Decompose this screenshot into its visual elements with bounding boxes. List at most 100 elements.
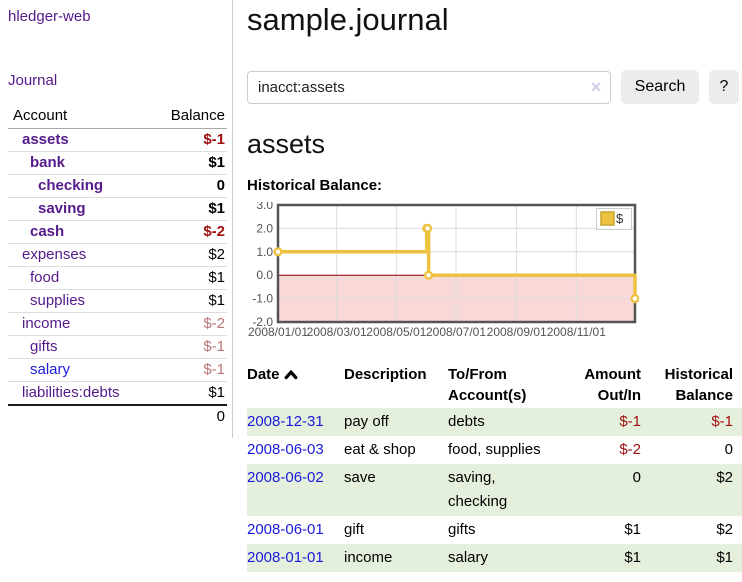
transaction-accounts: debts xyxy=(448,413,485,430)
sidebar-account-link[interactable]: assets xyxy=(22,131,69,148)
sidebar-account-link[interactable]: cash xyxy=(30,223,65,240)
transaction-description: pay off xyxy=(344,413,389,430)
transaction-amount: 0 xyxy=(632,469,641,486)
transaction-amount: $-1 xyxy=(619,413,641,430)
transaction-date-link[interactable]: 2008-06-01 xyxy=(247,521,324,538)
register-row: 2008-01-01 income salary $1 $1 xyxy=(247,544,742,572)
chart-point xyxy=(423,223,433,234)
transaction-balance: $1 xyxy=(716,549,733,566)
register-row: 2008-06-02 save saving, checking 0 $2 xyxy=(247,464,742,516)
amount-column-header: Amount Out/In xyxy=(584,366,641,404)
transaction-description: save xyxy=(344,469,376,486)
transaction-amount: $-2 xyxy=(619,441,641,458)
balance-column-header: Balance xyxy=(153,105,227,129)
sidebar-account-balance: $1 xyxy=(153,197,227,221)
sidebar-account-row: income $-2 xyxy=(8,312,227,336)
sidebar: hledger-web Journal Account Balance asse… xyxy=(0,0,233,438)
sidebar-account-link[interactable]: income xyxy=(22,315,71,332)
sidebar-account-row: assets $-1 xyxy=(8,128,227,152)
chart-point xyxy=(424,270,434,280)
sidebar-account-link[interactable]: expenses xyxy=(22,246,87,263)
chart-border xyxy=(276,203,637,324)
sidebar-account-balance: $1 xyxy=(153,289,227,313)
sidebar-account-balance: $2 xyxy=(153,243,227,267)
transaction-amount: $1 xyxy=(624,549,641,566)
y-tick-label: 0.0 xyxy=(256,268,273,282)
sidebar-account-link[interactable]: saving xyxy=(38,200,86,217)
transaction-balance: $2 xyxy=(716,469,733,486)
transaction-description: gift xyxy=(344,521,365,538)
chart-point xyxy=(630,294,639,304)
legend-swatch xyxy=(600,211,615,226)
transaction-balance: 0 xyxy=(724,441,733,458)
account-column-header: Account xyxy=(8,105,154,129)
sidebar-total-balance: 0 xyxy=(153,404,227,428)
sidebar-account-row: food $1 xyxy=(8,266,227,290)
account-heading: assets xyxy=(247,129,326,159)
sort-ascending-icon xyxy=(284,365,298,386)
y-tick-label: 3.0 xyxy=(256,202,273,212)
x-tick-label: 2008/07/01 xyxy=(426,325,486,339)
transaction-date-link[interactable]: 2008-12-31 xyxy=(247,413,324,430)
y-tick-label: 2.0 xyxy=(256,221,273,235)
transaction-description: income xyxy=(344,549,393,566)
sidebar-account-row: saving $1 xyxy=(8,197,227,221)
register-row: 2008-12-31 pay off debts $-1 $-1 xyxy=(247,408,742,436)
transaction-amount: $1 xyxy=(624,521,641,538)
clear-search-icon[interactable]: ✕ xyxy=(590,78,602,95)
search-input[interactable] xyxy=(247,70,611,104)
chart-point xyxy=(273,247,283,257)
y-tick-label: -2.0 xyxy=(252,315,273,329)
app-brand-link[interactable]: hledger-web xyxy=(8,8,91,25)
sidebar-account-row: expenses $2 xyxy=(8,243,227,267)
sidebar-account-link[interactable]: liabilities:debts xyxy=(22,384,120,401)
historical-balance-chart: $3.0 2.0 1.0 0.0 -1.0 -2.02008/01/012008/03/0… xyxy=(248,202,639,339)
sidebar-total-row: 0 xyxy=(8,404,227,428)
date-column-header[interactable]: Date xyxy=(247,362,344,408)
legend-label: $ xyxy=(616,211,624,226)
transaction-date-link[interactable]: 2008-06-02 xyxy=(247,469,324,486)
sidebar-account-link[interactable]: supplies xyxy=(30,292,86,309)
sidebar-account-row: salary $-1 xyxy=(8,358,227,382)
transaction-accounts: salary xyxy=(448,549,489,566)
transaction-date-link[interactable]: 2008-01-01 xyxy=(247,549,324,566)
search-button[interactable]: Search xyxy=(621,70,699,104)
sidebar-account-row: gifts $-1 xyxy=(8,335,227,359)
page-title: sample.journal xyxy=(247,2,449,37)
sidebar-account-link[interactable]: gifts xyxy=(30,338,58,355)
chart-label: Historical Balance: xyxy=(247,177,383,194)
sidebar-account-link[interactable]: bank xyxy=(30,154,66,171)
sidebar-account-balance: $1 xyxy=(153,381,227,406)
transaction-balance: $-1 xyxy=(711,413,733,430)
sidebar-account-row: checking 0 xyxy=(8,174,227,198)
x-tick-label: 2008/11/01 xyxy=(547,325,606,339)
transaction-accounts: food, supplies xyxy=(448,441,541,458)
register-row: 2008-06-03 eat & shop food, supplies $-2 0 xyxy=(247,436,742,464)
transaction-balance: $2 xyxy=(716,521,733,538)
sidebar-account-balance: $-2 xyxy=(153,312,227,336)
sidebar-account-link[interactable]: salary xyxy=(30,361,71,378)
account-table-header: Account Balance xyxy=(8,105,227,129)
sidebar-account-row: bank $1 xyxy=(8,151,227,175)
transaction-accounts: saving, checking xyxy=(448,469,508,510)
x-tick-label: 2008/01/01 xyxy=(248,325,308,339)
transaction-accounts: gifts xyxy=(448,521,476,538)
main-content: sample.journal ✕ Search ? assets Histori… xyxy=(247,0,742,572)
account-balance-table: Account Balance assets $-1 bank $1 checking 0… xyxy=(8,105,227,428)
x-tick-label: 2008/09/01 xyxy=(487,325,547,339)
transaction-description: eat & shop xyxy=(344,441,416,458)
sidebar-account-balance: $-1 xyxy=(153,128,227,152)
sidebar-account-balance: $-2 xyxy=(153,220,227,244)
sidebar-account-link[interactable]: checking xyxy=(38,177,104,194)
balance-column-header-register: Historical Balance xyxy=(664,366,733,404)
transaction-date-link[interactable]: 2008-06-03 xyxy=(247,441,324,458)
register-header-row: Date Description To/From Account(s) Amou… xyxy=(247,362,742,408)
sidebar-account-link[interactable]: food xyxy=(30,269,60,286)
sidebar-account-balance: 0 xyxy=(153,174,227,198)
sidebar-account-balance: $1 xyxy=(153,266,227,290)
y-tick-label: 1.0 xyxy=(256,245,273,259)
sidebar-account-row: cash $-2 xyxy=(8,220,227,244)
help-button[interactable]: ? xyxy=(709,70,739,104)
sidebar-item-journal[interactable]: Journal xyxy=(8,72,58,89)
search-bar: ✕ Search ? xyxy=(247,70,742,104)
